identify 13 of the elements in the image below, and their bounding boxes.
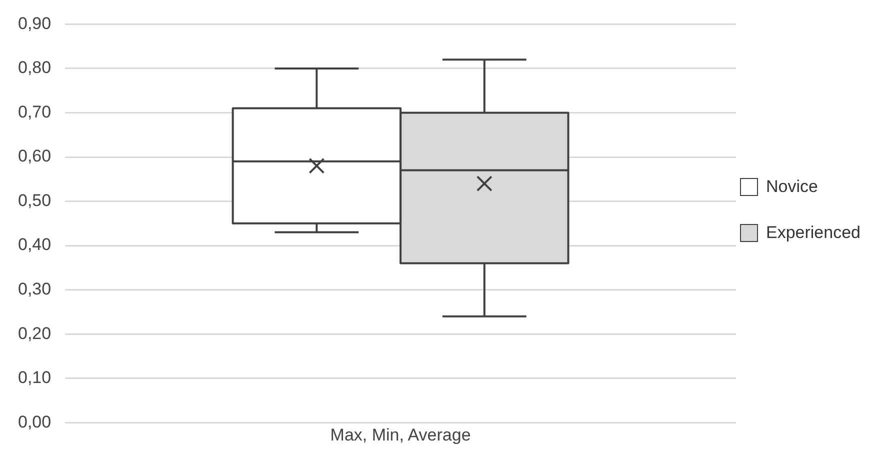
y-tick-label: 0,20 <box>18 324 52 343</box>
y-tick-label: 0,00 <box>18 412 52 432</box>
text: Novice <box>766 177 818 197</box>
y-tick-label: 0,70 <box>18 102 52 122</box>
x-tick-label: Max, Min, Average <box>330 425 471 444</box>
y-tick-label: 0,60 <box>18 146 52 166</box>
y-tick-label: 0,90 <box>18 14 52 33</box>
y-tick-label: 0,80 <box>18 58 52 78</box>
y-tick-label: 0,40 <box>18 235 52 254</box>
legend-label: Experienced <box>766 223 861 243</box>
y-tick-label: 0,10 <box>18 368 52 388</box>
y-tick-label: 0,30 <box>18 279 52 298</box>
y-tick-label: 0,50 <box>18 190 52 210</box>
